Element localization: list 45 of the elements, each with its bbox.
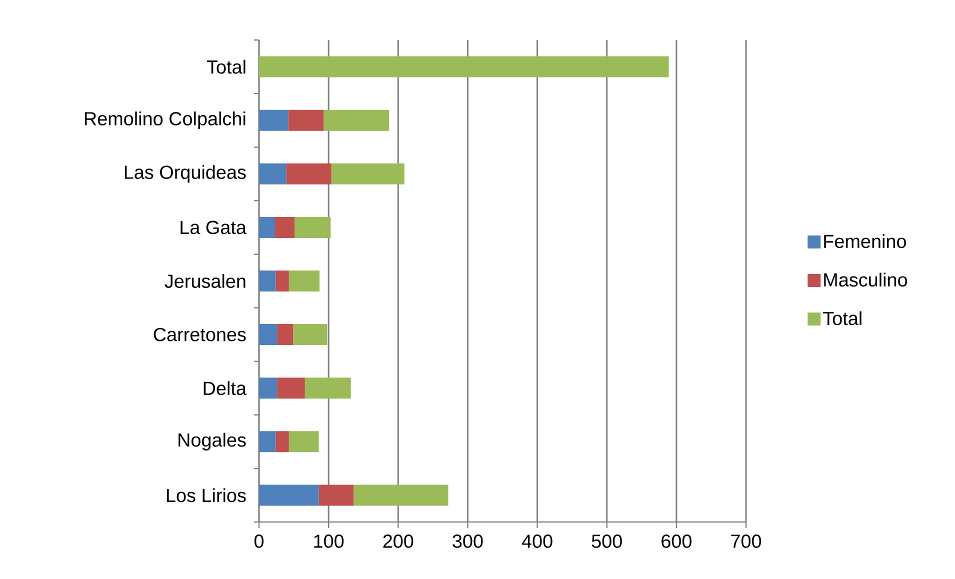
y-tick-label: Delta [204, 381, 246, 396]
bar [318, 484, 354, 506]
bar [259, 431, 276, 452]
y-tick-label: La Gata [180, 220, 246, 234]
bar [293, 324, 328, 346]
x-tick-label: 700 [731, 534, 762, 548]
x-tick-label: 200 [383, 534, 414, 548]
x-tick-label: 400 [522, 534, 552, 548]
y-tick-label: Nogales [178, 432, 246, 450]
bar [294, 216, 331, 238]
bar [286, 163, 332, 184]
y-tick-label: Remolino Colpalchi [84, 112, 246, 130]
y-tick-label: Las Orquideas [124, 165, 246, 183]
legend-label: Total [823, 311, 862, 326]
bar [331, 163, 404, 184]
x-tick-label: 600 [662, 534, 692, 548]
bar [288, 110, 324, 131]
bar [275, 216, 294, 238]
bar [259, 110, 288, 131]
bar [259, 56, 669, 78]
x-tick-label: 300 [452, 534, 483, 548]
bar [259, 270, 276, 292]
bar [304, 378, 351, 399]
bar [259, 216, 276, 238]
bar [259, 163, 286, 184]
y-tick-label: Total [206, 60, 246, 74]
x-tick-label: 0 [254, 534, 264, 548]
bar [288, 431, 319, 452]
bar [288, 270, 320, 292]
y-tick-label: Carretones [154, 328, 246, 342]
x-tick-label: 100 [314, 534, 344, 548]
legend-label: Femenino [824, 234, 906, 248]
bar [277, 378, 305, 399]
bar [259, 324, 278, 346]
bar [354, 484, 448, 506]
bar [276, 270, 289, 292]
bar [276, 431, 289, 452]
legend-label: Masculino [824, 272, 908, 287]
bar [277, 324, 294, 346]
y-tick-label: Los Lirios [167, 488, 246, 502]
bar [324, 110, 390, 131]
y-tick-label: Jerusalen [164, 274, 246, 288]
bar [259, 484, 319, 506]
bar [259, 378, 278, 399]
x-tick-label: 500 [592, 534, 622, 548]
